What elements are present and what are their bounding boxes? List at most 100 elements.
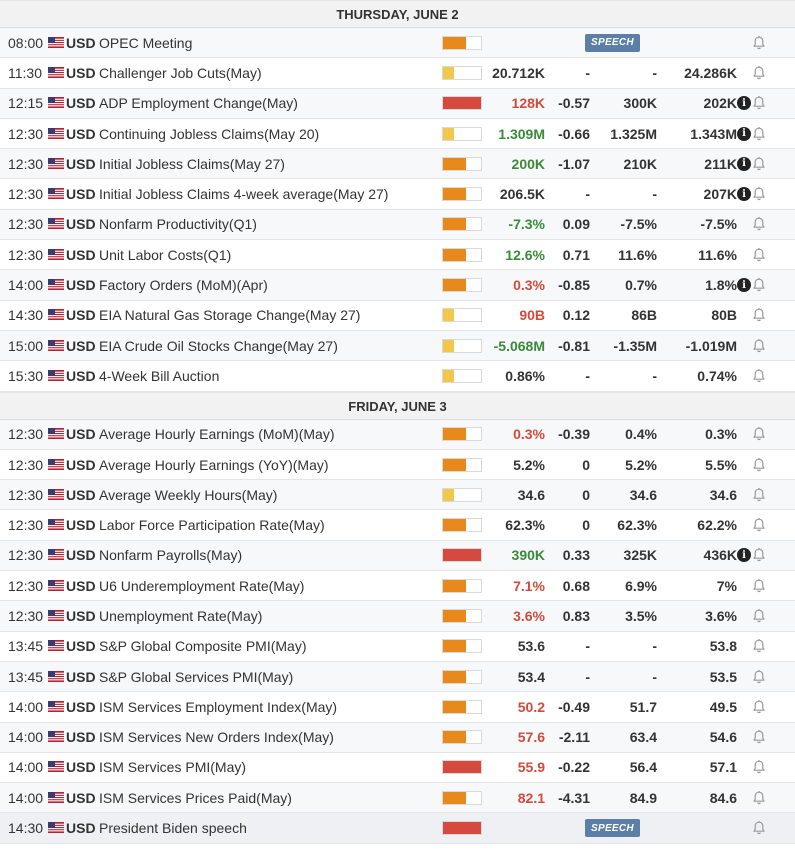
bell-icon[interactable] <box>751 247 767 263</box>
event-name[interactable]: OPEC Meeting <box>99 34 193 51</box>
event-row[interactable]: 12:30 USD Initial Jobless Claims(May 27)… <box>0 149 795 180</box>
event-name[interactable]: Labor Force Participation Rate(May) <box>99 517 325 534</box>
info-icon[interactable]: i <box>737 156 751 171</box>
event-currency: USD <box>66 216 96 233</box>
event-name[interactable]: 4-Week Bill Auction <box>99 367 220 384</box>
event-row[interactable]: 14:30 USD EIA Natural Gas Storage Change… <box>0 301 795 331</box>
info-icon[interactable]: i <box>737 96 751 111</box>
impact-fill <box>443 279 466 292</box>
bell-icon[interactable] <box>751 338 767 354</box>
event-row[interactable]: 08:00 USD OPEC Meeting SPEECH <box>0 28 795 59</box>
bell-icon[interactable] <box>751 729 767 745</box>
bell-icon[interactable] <box>751 216 767 232</box>
bell-icon[interactable] <box>751 487 767 503</box>
bell-icon[interactable] <box>751 457 767 473</box>
event-name[interactable]: Unit Labor Costs(Q1) <box>99 246 232 263</box>
event-name[interactable]: S&P Global Composite PMI(May) <box>99 638 307 655</box>
event-row[interactable]: 12:30 USD Continuing Jobless Claims(May … <box>0 119 795 150</box>
event-row[interactable]: 14:30 USD President Biden speech SPEECH <box>0 813 795 844</box>
event-name[interactable]: ISM Services New Orders Index(May) <box>99 729 334 746</box>
bell-icon[interactable] <box>751 156 767 172</box>
bell-icon[interactable] <box>751 820 767 836</box>
event-name[interactable]: EIA Natural Gas Storage Change(May 27) <box>99 307 361 324</box>
event-name[interactable]: S&P Global Services PMI(May) <box>99 668 294 685</box>
event-time: 14:00 <box>8 277 44 294</box>
bell-icon[interactable] <box>751 669 767 685</box>
event-currency: USD <box>66 95 96 112</box>
event-name[interactable]: Nonfarm Productivity(Q1) <box>99 216 257 233</box>
bell-icon[interactable] <box>751 578 767 594</box>
event-name[interactable]: ADP Employment Change(May) <box>99 95 298 112</box>
event-name[interactable]: Continuing Jobless Claims(May 20) <box>99 125 320 142</box>
event-row[interactable]: 12:30 USD Initial Jobless Claims 4-week … <box>0 179 795 210</box>
bell-icon[interactable] <box>751 186 767 202</box>
event-row[interactable]: 14:00 USD ISM Services PMI(May) 55.9 -0.… <box>0 753 795 784</box>
event-row[interactable]: 14:00 USD ISM Services Employment Index(… <box>0 692 795 723</box>
event-name[interactable]: Nonfarm Payrolls(May) <box>99 547 243 564</box>
bell-icon[interactable] <box>751 759 767 775</box>
bell-icon[interactable] <box>751 126 767 142</box>
event-time: 12:30 <box>8 155 44 172</box>
bell-icon[interactable] <box>751 699 767 715</box>
event-consensus: 56.4 <box>629 759 657 776</box>
event-row[interactable]: 12:30 USD Average Hourly Earnings (YoY)(… <box>0 450 795 481</box>
info-icon[interactable]: i <box>737 187 751 202</box>
info-icon[interactable]: i <box>737 278 751 293</box>
event-name[interactable]: ISM Services PMI(May) <box>99 759 247 776</box>
event-deviation: 0.09 <box>562 216 590 233</box>
bell-icon[interactable] <box>751 95 767 111</box>
event-name[interactable]: Unemployment Rate(May) <box>99 607 263 624</box>
event-row[interactable]: 13:45 USD S&P Global Services PMI(May) 5… <box>0 661 795 693</box>
event-name[interactable]: ISM Services Employment Index(May) <box>99 698 338 715</box>
event-row[interactable]: 14:00 USD ISM Services New Orders Index(… <box>0 722 795 753</box>
event-row[interactable]: 12:30 USD Nonfarm Productivity(Q1) -7.3%… <box>0 209 795 241</box>
impact-fill <box>443 188 466 201</box>
bell-icon[interactable] <box>751 426 767 442</box>
event-previous: 57.1 <box>709 759 737 776</box>
event-row[interactable]: 12:30 USD Nonfarm Payrolls(May) 390K 0.3… <box>0 540 795 572</box>
bell-icon[interactable] <box>751 547 767 563</box>
event-row[interactable]: 14:00 USD Factory Orders (MoM)(Apr) 0.3%… <box>0 270 795 301</box>
day-header: THURSDAY, JUNE 2 <box>0 0 795 28</box>
bell-icon[interactable] <box>751 638 767 654</box>
event-row[interactable]: 14:00 USD ISM Services Prices Paid(May) … <box>0 783 795 814</box>
bell-icon[interactable] <box>751 517 767 533</box>
event-name[interactable]: President Biden speech <box>99 820 247 837</box>
impact-fill <box>443 309 455 322</box>
event-name[interactable]: Initial Jobless Claims(May 27) <box>99 155 285 172</box>
event-name[interactable]: Challenger Job Cuts(May) <box>99 64 262 81</box>
event-row[interactable]: 12:15 USD ADP Employment Change(May) 128… <box>0 88 795 119</box>
event-previous: 207K <box>703 186 737 203</box>
event-name[interactable]: ISM Services Prices Paid(May) <box>99 789 292 806</box>
event-row[interactable]: 12:30 USD Average Weekly Hours(May) 34.6… <box>0 480 795 511</box>
bell-icon[interactable] <box>751 368 767 384</box>
us-flag-icon <box>48 218 64 230</box>
event-name[interactable]: Initial Jobless Claims 4-week average(Ma… <box>99 186 389 203</box>
bell-icon[interactable] <box>751 277 767 293</box>
event-row[interactable]: 12:30 USD Unemployment Rate(May) 3.6% 0.… <box>0 601 795 632</box>
event-row[interactable]: 15:00 USD EIA Crude Oil Stocks Change(Ma… <box>0 330 795 362</box>
event-name[interactable]: Average Hourly Earnings (YoY)(May) <box>99 456 329 473</box>
event-previous: -1.019M <box>685 337 737 354</box>
info-icon[interactable]: i <box>737 548 751 563</box>
event-row[interactable]: 11:30 USD Challenger Job Cuts(May) 20.71… <box>0 58 795 89</box>
event-row[interactable]: 12:30 USD Average Hourly Earnings (MoM)(… <box>0 419 795 450</box>
event-name[interactable]: Factory Orders (MoM)(Apr) <box>99 277 268 294</box>
event-row[interactable]: 12:30 USD U6 Underemployment Rate(May) 7… <box>0 571 795 602</box>
event-name[interactable]: Average Weekly Hours(May) <box>99 486 278 503</box>
event-row[interactable]: 12:30 USD Labor Force Participation Rate… <box>0 510 795 541</box>
bell-icon[interactable] <box>751 790 767 806</box>
event-row[interactable]: 15:30 USD 4-Week Bill Auction 0.86% - - … <box>0 361 795 392</box>
bell-icon[interactable] <box>751 35 767 51</box>
event-name[interactable]: U6 Underemployment Rate(May) <box>99 577 305 594</box>
info-icon[interactable]: i <box>737 126 751 141</box>
event-name[interactable]: EIA Crude Oil Stocks Change(May 27) <box>99 337 338 354</box>
event-row[interactable]: 12:30 USD Unit Labor Costs(Q1) 12.6% 0.7… <box>0 240 795 271</box>
impact-indicator <box>442 308 482 323</box>
event-name[interactable]: Average Hourly Earnings (MoM)(May) <box>99 426 335 443</box>
event-row[interactable]: 13:45 USD S&P Global Composite PMI(May) … <box>0 632 795 662</box>
bell-icon[interactable] <box>751 65 767 81</box>
bell-icon[interactable] <box>751 307 767 323</box>
event-deviation: -0.57 <box>558 95 590 112</box>
bell-icon[interactable] <box>751 608 767 624</box>
